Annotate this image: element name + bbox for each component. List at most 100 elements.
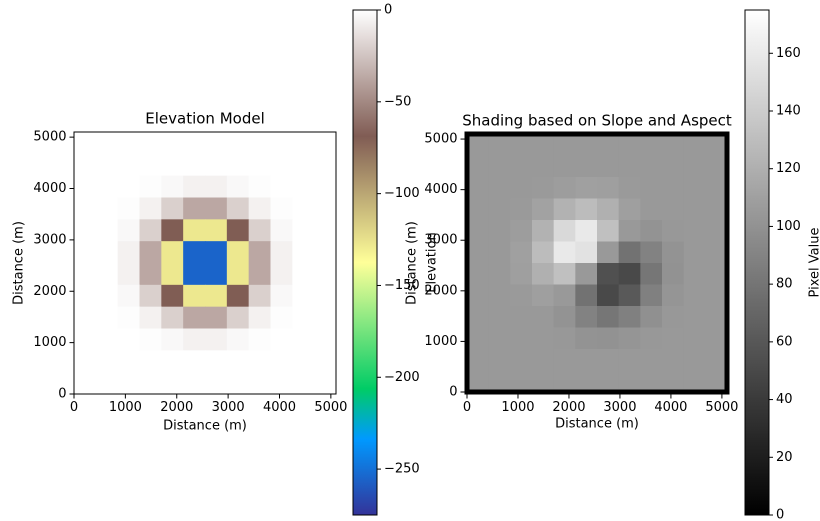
heatmap-cell: [249, 350, 271, 372]
heatmap-cell: [74, 372, 96, 394]
heatmap-cell: [510, 349, 532, 371]
heatmap-cell: [510, 242, 532, 264]
heatmap-cell: [249, 219, 271, 241]
heatmap-cell: [161, 350, 183, 372]
heatmap-cell: [74, 198, 96, 220]
heatmap-cell: [227, 307, 249, 329]
heatmap-cell: [684, 242, 706, 264]
heatmap-cell: [292, 372, 314, 394]
heatmap-cell: [161, 263, 183, 285]
colorbar-tick-label: 80: [776, 277, 793, 292]
heatmap-cell: [640, 285, 662, 307]
heatmap-cell: [271, 329, 293, 351]
heatmap-cell: [74, 285, 96, 307]
heatmap-cell: [227, 219, 249, 241]
heatmap-cell: [205, 176, 227, 198]
heatmap-cell: [575, 285, 597, 307]
heatmap-cell: [640, 263, 662, 285]
heatmap-cell: [183, 241, 205, 263]
heatmap-cell: [705, 306, 727, 328]
heatmap-cell: [118, 241, 140, 263]
heatmap-cell: [554, 306, 576, 328]
colorbar-tick-label: −200: [384, 370, 420, 385]
heatmap-cell: [183, 372, 205, 394]
heatmap-cell: [705, 220, 727, 242]
heatmap-cell: [292, 198, 314, 220]
heatmap-cell: [467, 199, 489, 221]
heatmap-cell: [249, 132, 271, 154]
heatmap-cell: [532, 220, 554, 242]
heatmap-cell: [205, 219, 227, 241]
y-axis-label: Distance (m): [12, 221, 27, 305]
heatmap-cell: [249, 307, 271, 329]
heatmap-cell: [292, 154, 314, 176]
heatmap-cell: [662, 242, 684, 264]
heatmap-cell: [140, 241, 162, 263]
heatmap-cell: [314, 307, 336, 329]
heatmap-cell: [489, 285, 511, 307]
heatmap-cell: [292, 329, 314, 351]
heatmap-cell: [640, 349, 662, 371]
heatmap-cell: [575, 306, 597, 328]
heatmap-cell: [575, 349, 597, 371]
heatmap-cell: [183, 176, 205, 198]
heatmap-cell: [640, 306, 662, 328]
y-tick-label: 2000: [33, 284, 66, 299]
heatmap-cell: [532, 199, 554, 221]
heatmap-cell: [96, 241, 118, 263]
heatmap-cell: [205, 285, 227, 307]
heatmap-cell: [74, 263, 96, 285]
x-tick-label: 5000: [705, 400, 738, 415]
y-axis-label: Distance (m): [405, 221, 420, 305]
heatmap-cell: [705, 328, 727, 350]
heatmap-cell: [249, 263, 271, 285]
heatmap-cell: [314, 241, 336, 263]
heatmap-cell: [705, 285, 727, 307]
heatmap-cell: [597, 177, 619, 199]
heatmap-cell: [292, 132, 314, 154]
heatmap-cell: [292, 307, 314, 329]
heatmap-cell: [183, 263, 205, 285]
heatmap-cell: [96, 350, 118, 372]
heatmap-cell: [140, 285, 162, 307]
heatmap-cell: [575, 156, 597, 178]
heatmap-cell: [705, 242, 727, 264]
heatmap-cell: [227, 176, 249, 198]
heatmap-cell: [510, 220, 532, 242]
x-tick-label: 3000: [212, 400, 245, 415]
heatmap-cell: [575, 263, 597, 285]
heatmap-cell: [640, 328, 662, 350]
heatmap-cell: [249, 176, 271, 198]
heatmap-cell: [489, 156, 511, 178]
heatmap-cell: [96, 132, 118, 154]
y-tick-label: 1000: [424, 334, 457, 349]
heatmap-cell: [74, 350, 96, 372]
heatmap-cell: [532, 242, 554, 264]
heatmap-cell: [467, 177, 489, 199]
heatmap-cell: [271, 241, 293, 263]
heatmap-cell: [532, 306, 554, 328]
heatmap-cell: [118, 176, 140, 198]
heatmap-cell: [489, 328, 511, 350]
heatmap-cell: [684, 156, 706, 178]
colorbar-tick-label: 40: [776, 392, 793, 407]
heatmap-cell: [74, 154, 96, 176]
heatmap-cell: [575, 199, 597, 221]
x-tick-label: 1000: [109, 400, 142, 415]
heatmap-cell: [161, 154, 183, 176]
heatmap-cell: [467, 156, 489, 178]
heatmap-cell: [467, 349, 489, 371]
heatmap-cell: [74, 132, 96, 154]
heatmap-cell: [227, 285, 249, 307]
heatmap-cell: [314, 285, 336, 307]
heatmap-cell: [489, 220, 511, 242]
heatmap-cell: [118, 154, 140, 176]
heatmap-cell: [489, 306, 511, 328]
heatmap-cell: [532, 156, 554, 178]
heatmap-cell: [183, 219, 205, 241]
heatmap-cell: [554, 156, 576, 178]
heatmap-cell: [597, 371, 619, 393]
colorbar-tick-label: −50: [384, 94, 411, 109]
heatmap-cell: [140, 263, 162, 285]
heatmap-cell: [314, 176, 336, 198]
